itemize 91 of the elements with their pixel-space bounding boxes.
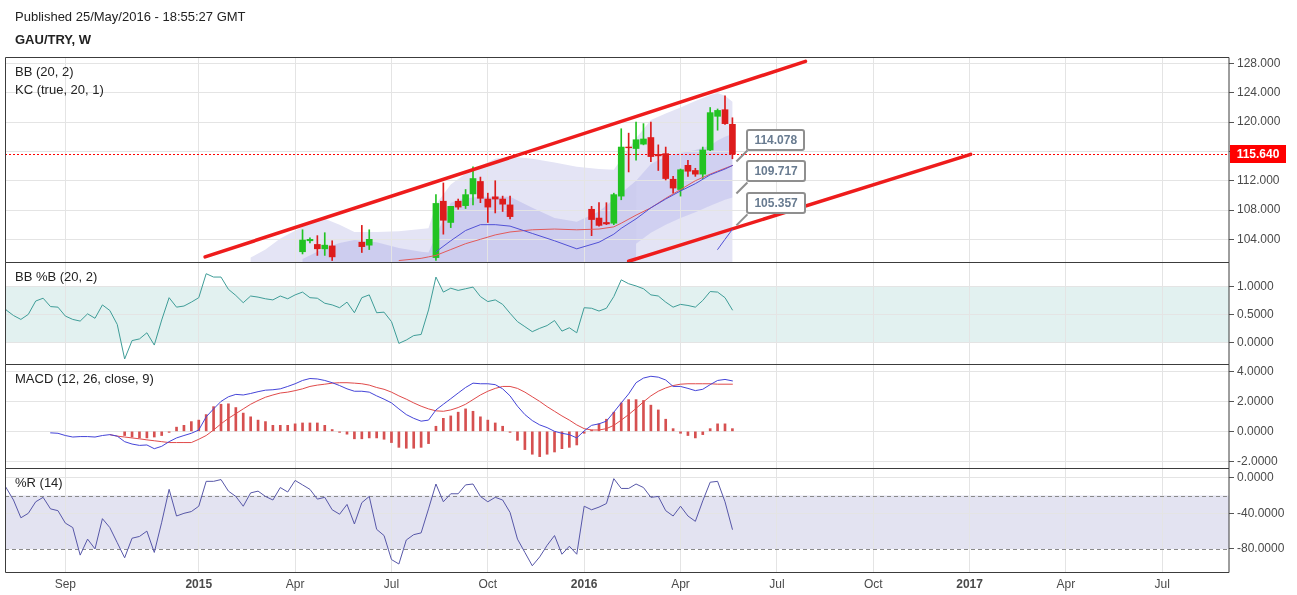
x-tick-label: Jul: [1154, 576, 1170, 591]
bar: [278, 425, 282, 432]
x-tick-label: Jul: [769, 576, 785, 591]
text: BB %B (20, 2): [15, 269, 98, 285]
y-tick-label: 0.5000: [1237, 306, 1275, 321]
bar: [656, 409, 660, 432]
bar: [716, 423, 719, 432]
bar: [286, 425, 290, 432]
candlestick: [358, 225, 366, 253]
bar: [479, 416, 482, 432]
bar: [679, 431, 682, 434]
bar: [227, 403, 230, 432]
x-tick-label: 2015: [185, 576, 213, 591]
annotation: BB (20, 2): [15, 64, 74, 80]
y-tick-label: 120.000: [1237, 114, 1281, 129]
bar: [360, 431, 364, 440]
bar: [301, 422, 304, 432]
bar: [486, 419, 490, 432]
y-tick-label: 128.000: [1237, 55, 1281, 70]
ref-line-label: 115.640: [1230, 145, 1286, 164]
y-tick-label: 124.000: [1237, 85, 1281, 100]
bar: [701, 431, 705, 435]
bar: [160, 431, 164, 436]
bar: [694, 431, 697, 439]
bar: [264, 421, 267, 432]
bar: [316, 422, 319, 432]
y-tick-label: 0.0000: [1237, 334, 1275, 349]
x-tick-label: Jul: [383, 576, 400, 591]
bar: [241, 412, 245, 432]
annotation: 114.078: [746, 128, 806, 151]
text: MACD (12, 26, close, 9): [15, 371, 154, 387]
x-tick-label: Oct: [478, 576, 498, 591]
bar: [516, 431, 519, 441]
bar: [538, 431, 542, 457]
y-tick-label: 2.0000: [1237, 393, 1275, 408]
bar: [612, 411, 616, 432]
bar: [664, 418, 668, 432]
x-tick-label: 2017: [956, 576, 984, 591]
chart-title: GAU/TRY, W: [15, 32, 92, 48]
y-tick-label: 0.0000: [1237, 470, 1275, 485]
y-tick-label: -2.0000: [1237, 453, 1279, 468]
bar: [464, 408, 467, 432]
bar: [442, 417, 445, 432]
x-tick-label: Apr: [1056, 576, 1076, 591]
bar: [427, 431, 430, 444]
bar: [390, 431, 393, 443]
bar: [353, 431, 356, 440]
y-tick-label: 4.0000: [1237, 363, 1275, 378]
bar: [234, 407, 238, 432]
bar: [553, 431, 556, 453]
candlestick: [321, 232, 329, 256]
x-tick-label: Apr: [671, 576, 690, 591]
bar: [501, 425, 504, 432]
y-tick-label: 0.0000: [1237, 423, 1275, 438]
y-tick-label: 1.0000: [1237, 278, 1275, 293]
annotation: 105.357: [746, 192, 806, 215]
y-tick-label: -80.0000: [1237, 541, 1285, 556]
bar: [138, 431, 141, 439]
bar: [212, 406, 215, 432]
bar: [375, 431, 378, 439]
bar: [190, 421, 193, 432]
bar: [412, 431, 416, 449]
y-tick-label: 104.000: [1237, 231, 1281, 246]
x-tick-label: Apr: [285, 576, 305, 591]
bar: [493, 422, 497, 432]
bar: [627, 399, 630, 432]
bar: [152, 431, 156, 438]
bar: [404, 431, 408, 449]
x-tick-label: Sep: [54, 576, 77, 591]
bar: [731, 428, 734, 432]
x-tick-label: Oct: [863, 576, 884, 591]
bar: [619, 402, 623, 432]
annotation: KC (true, 20, 1): [15, 82, 104, 98]
bar: [449, 415, 453, 432]
text: Published 25/May/2016 - 18:55:27 GMT: [15, 9, 246, 25]
y-tick-label: -40.0000: [1237, 505, 1285, 520]
y-tick-label: 112.000: [1237, 173, 1280, 188]
y-tick-label: 108.000: [1237, 202, 1281, 217]
bar: [123, 431, 126, 436]
x-tick-label: 2016: [570, 576, 598, 591]
annotation: 109.717: [746, 160, 806, 183]
bar: [249, 416, 252, 432]
bar: [456, 411, 460, 432]
bar: [175, 426, 178, 432]
bar: [708, 428, 712, 432]
bar: [323, 425, 327, 432]
bar: [568, 431, 571, 448]
bar: [530, 431, 534, 455]
bar: [642, 400, 645, 432]
text: %R (14): [15, 475, 63, 491]
bar: [367, 431, 371, 439]
